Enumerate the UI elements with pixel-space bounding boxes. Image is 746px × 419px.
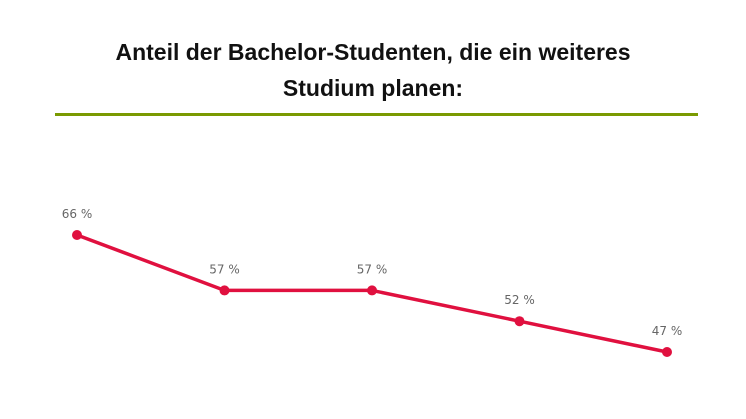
data-point <box>72 230 82 240</box>
value-label: 57 % <box>209 262 240 276</box>
value-label: 52 % <box>504 293 535 307</box>
data-point <box>219 285 230 296</box>
value-label: 57 % <box>357 262 388 276</box>
value-label: 66 % <box>62 207 93 221</box>
title-rule <box>55 113 698 116</box>
data-point <box>662 347 672 357</box>
chart-title: Anteil der Bachelor-Studenten, die ein w… <box>115 39 631 101</box>
value-label: 47 % <box>652 324 683 338</box>
data-point <box>367 285 377 296</box>
data-point <box>514 316 525 327</box>
